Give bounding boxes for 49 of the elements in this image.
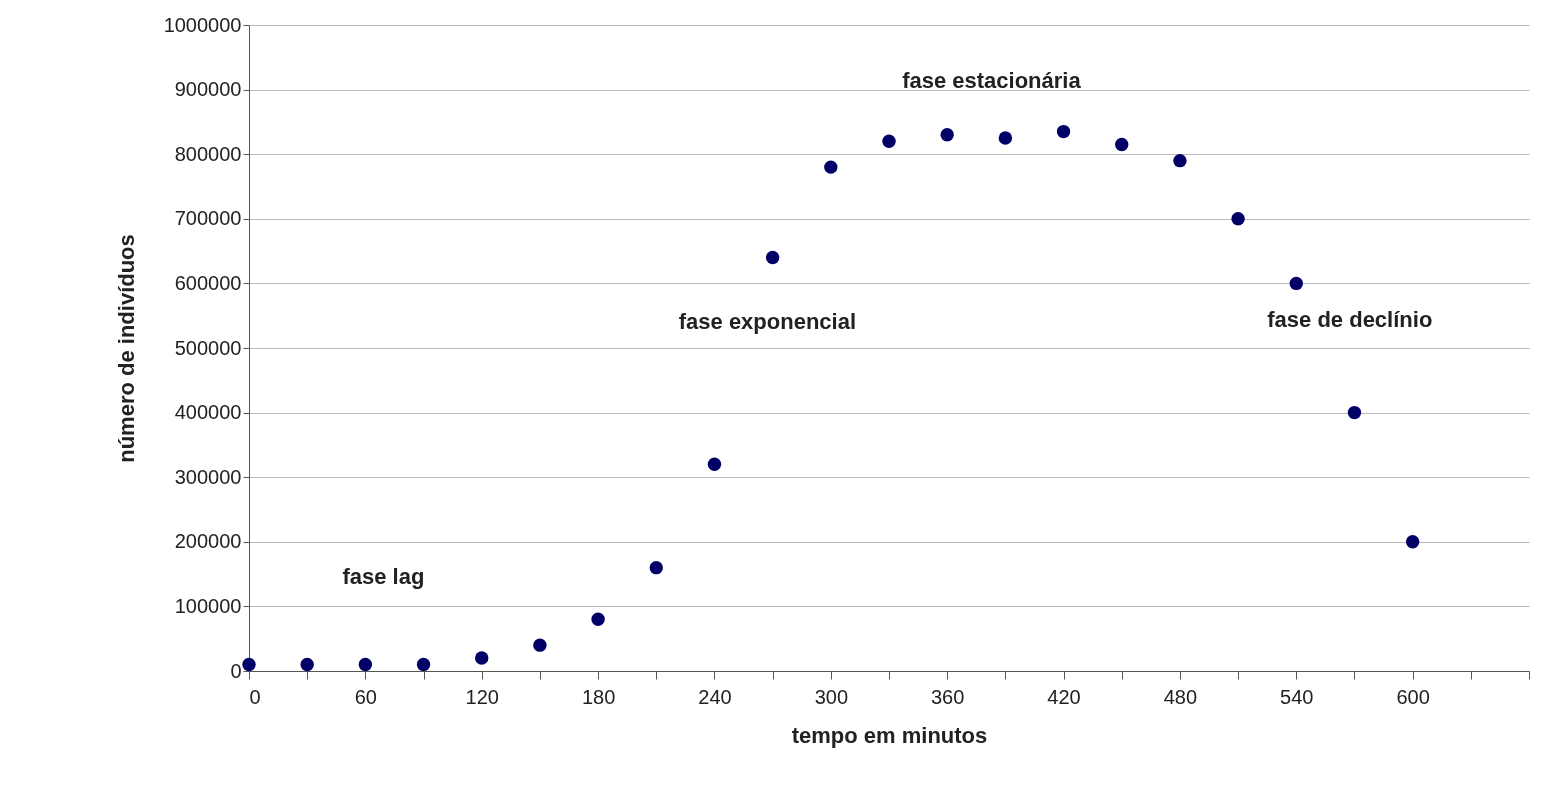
y-axis-title: número de indivíduos: [113, 234, 139, 463]
y-tick-label: 900000: [174, 78, 242, 101]
x-tick-label: 420: [1047, 685, 1081, 708]
y-tick-label: 200000: [174, 530, 242, 553]
x-axis-title: tempo em minutos: [791, 722, 988, 748]
x-tick-label: 240: [698, 685, 732, 708]
point: [882, 134, 896, 148]
point: [533, 638, 547, 652]
x-tick-label: 480: [1163, 685, 1198, 708]
point: [1115, 137, 1129, 152]
y-tick-label: 0: [230, 659, 242, 682]
point: [824, 160, 838, 174]
point: [1289, 276, 1303, 291]
y-tick-label: 300000: [174, 465, 242, 488]
x-tick-label: 360: [930, 685, 965, 708]
point: [1056, 124, 1071, 139]
y-tick-label: 400000: [174, 401, 242, 424]
x-tick-label: 0: [249, 685, 261, 708]
x-tick-label: 60: [354, 685, 377, 708]
point: [1405, 535, 1420, 549]
y-tick-label: 500000: [174, 336, 242, 359]
point: [591, 612, 605, 627]
x-tick-label: 180: [581, 685, 616, 708]
point: [242, 657, 256, 672]
point: [649, 560, 663, 575]
x-tick-label: 600: [1396, 685, 1430, 708]
point: [475, 651, 489, 665]
x-tick-label: 300: [814, 685, 849, 708]
point: [416, 657, 431, 672]
y-tick-label: 600000: [174, 271, 242, 294]
annotation: fase estacionária: [902, 68, 1082, 94]
point: [1347, 405, 1362, 420]
point: [707, 457, 722, 471]
point: [940, 128, 954, 142]
x-tick-label: 120: [465, 685, 499, 708]
annotation: fase de declínio: [1267, 307, 1433, 333]
y-tick-label: 1000000: [163, 13, 242, 36]
point: [765, 250, 780, 265]
point: [998, 131, 1013, 145]
point: [1231, 212, 1245, 226]
y-tick-label: 800000: [174, 142, 242, 165]
annotation: fase lag: [342, 564, 425, 590]
point: [1173, 153, 1187, 168]
point: [358, 657, 373, 672]
point: [300, 657, 314, 672]
annotation: fase exponencial: [678, 309, 857, 335]
y-tick-label: 100000: [174, 594, 242, 617]
x-tick-label: 540: [1280, 685, 1314, 708]
y-tick-label: 700000: [174, 207, 242, 230]
